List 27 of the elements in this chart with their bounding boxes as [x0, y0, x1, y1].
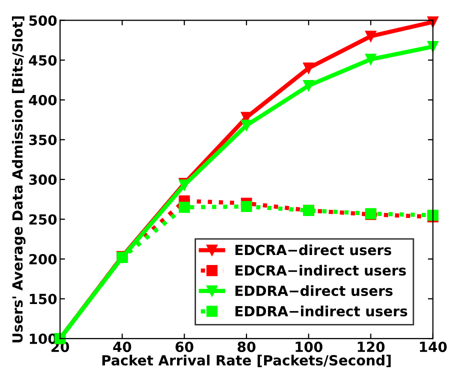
y-tick-label: 300: [29, 174, 57, 185]
y-tick-label: 250: [29, 214, 57, 225]
point: [303, 62, 314, 74]
y-tick-label: 150: [30, 294, 57, 304]
legend-label: EDCRA−indirect users: [235, 264, 406, 276]
point: [365, 54, 376, 65]
x-axis-title: Packet Arrival Rate [Packets/Second]: [102, 354, 391, 368]
x-tick-label: 60: [176, 342, 194, 352]
x-tick-label: 80: [238, 342, 256, 352]
point: [303, 80, 314, 92]
y-axis-title: Users' Average Data Admission [Bits/Slot]: [12, 16, 26, 342]
point: [365, 30, 376, 42]
x-tick-label: 40: [113, 342, 132, 352]
y-tick-label: 400: [28, 94, 57, 106]
y-tick-label: 350: [29, 134, 57, 146]
point: [240, 200, 252, 212]
point: [178, 202, 190, 213]
legend-label: EDDRA−direct users: [235, 285, 393, 296]
x-tick-label: 140: [420, 342, 447, 352]
point: [240, 120, 252, 131]
legend-label: EDCRA−direct users: [235, 244, 392, 256]
y-tick-label: 200: [29, 254, 57, 264]
x-tick-label: 100: [296, 342, 322, 352]
y-tick-label: 500: [29, 15, 57, 26]
legend-label: EDDRA−indirect users: [235, 306, 408, 316]
y-tick-label: 450: [28, 55, 57, 66]
x-tick-label: 120: [358, 342, 385, 352]
